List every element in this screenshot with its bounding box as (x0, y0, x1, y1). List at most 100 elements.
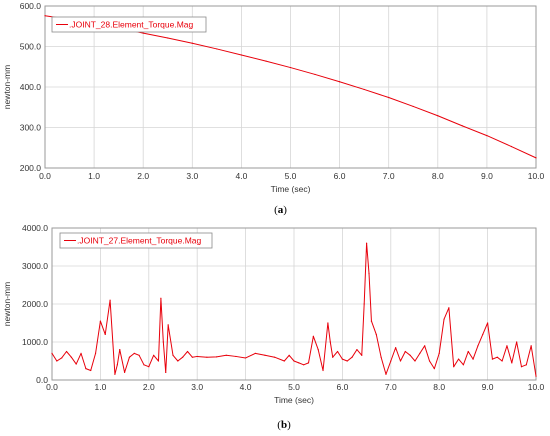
caption-letter: a (278, 204, 284, 216)
data-point (511, 362, 513, 364)
x-axis-title: Time (sec) (271, 184, 311, 194)
data-point (399, 360, 402, 362)
data-point (124, 371, 126, 373)
data-point (525, 364, 527, 366)
x-tick-label: 10.0 (528, 382, 545, 392)
figure-caption: (a) (274, 204, 287, 216)
y-tick-label: 4000.0 (22, 223, 48, 233)
data-point (119, 349, 121, 351)
data-point (109, 299, 111, 301)
data-point (186, 350, 189, 353)
data-point (51, 352, 53, 354)
caption-close: ) (283, 204, 287, 216)
data-point (438, 352, 440, 354)
data-point (327, 322, 329, 324)
data-point (298, 362, 300, 364)
x-tick-label: 0.0 (39, 171, 51, 181)
data-point (245, 357, 247, 359)
x-tick-label: 7.0 (385, 382, 397, 392)
data-point (116, 364, 118, 366)
data-point (501, 360, 503, 362)
data-point (235, 355, 237, 358)
y-axis-title: newton-mm (2, 65, 12, 109)
data-point (472, 358, 474, 360)
data-point (289, 66, 292, 69)
x-tick-label: 9.0 (482, 382, 494, 392)
data-point (254, 352, 256, 354)
caption-letter: b (281, 419, 287, 431)
y-tick-label: 200.0 (20, 163, 42, 173)
legend-label: .JOINT_27.Element_Torque.Mag (77, 236, 202, 246)
legend: .JOINT_28.Element_Torque.Mag (51, 16, 207, 33)
data-point (356, 349, 358, 351)
y-tick-label: 500.0 (20, 42, 42, 52)
data-point (191, 356, 193, 358)
data-point (491, 358, 494, 360)
data-point (448, 307, 450, 309)
x-tick-label: 8.0 (432, 171, 444, 181)
data-point (363, 303, 365, 305)
data-point (143, 364, 145, 366)
data-point (94, 352, 97, 354)
data-point (428, 360, 431, 362)
data-point (274, 356, 276, 358)
data-point (265, 60, 267, 62)
x-tick-label: 1.0 (88, 171, 100, 181)
data-point (341, 358, 343, 360)
data-point (167, 324, 169, 326)
data-point (317, 349, 319, 351)
data-point (467, 350, 469, 353)
data-point (368, 273, 370, 275)
y-tick-label: 300.0 (20, 123, 42, 133)
legend: .JOINT_27.Element_Torque.Mag (59, 232, 213, 249)
data-point (437, 115, 439, 117)
data-point (409, 354, 411, 356)
data-point (443, 318, 445, 320)
x-tick-label: 0.0 (46, 382, 58, 392)
data-point (404, 350, 406, 353)
x-tick-label: 4.0 (235, 171, 247, 181)
data-point (167, 37, 169, 39)
x-tick-label: 10.0 (528, 171, 545, 181)
data-point (56, 360, 58, 362)
data-point (162, 341, 164, 343)
data-point (457, 358, 460, 360)
data-point (293, 360, 295, 362)
x-tick-label: 1.0 (94, 382, 106, 392)
data-point (380, 356, 382, 358)
data-point (142, 32, 144, 34)
data-point (336, 350, 339, 353)
data-point (395, 347, 397, 349)
data-point (104, 333, 106, 335)
data-point (433, 368, 435, 370)
figure-caption: (b) (277, 419, 291, 431)
data-point (506, 345, 508, 347)
data-point (65, 350, 68, 353)
x-tick-label: 8.0 (433, 382, 445, 392)
data-point (487, 322, 489, 324)
data-point (390, 360, 392, 362)
data-point (520, 366, 523, 368)
plot-frame (51, 227, 537, 381)
data-point (486, 135, 488, 137)
data-point (288, 354, 290, 356)
data-point (182, 356, 184, 358)
data-point (283, 360, 285, 362)
y-axis-title: newton-mm (2, 282, 12, 326)
data-point (44, 15, 46, 17)
data-point (157, 360, 160, 362)
data-point (215, 356, 218, 358)
series-line (51, 242, 537, 377)
x-tick-label: 5.0 (285, 171, 297, 181)
data-point (530, 345, 532, 347)
x-tick-label: 4.0 (240, 382, 252, 392)
data-point (196, 355, 198, 358)
x-tick-label: 2.0 (143, 382, 155, 392)
data-point (461, 125, 463, 127)
torque-chart-a: 0.0 1.0 2.0 3.0 4.0 5.0 6.0 7.0 8.0 9.0 10.0 200.0 3… (2, 1, 545, 216)
y-tick-label: 600.0 (20, 1, 42, 11)
x-tick-label: 7.0 (383, 171, 395, 181)
data-point (453, 366, 455, 368)
legend-label: .JOINT_28.Element_Torque.Mag (69, 20, 194, 30)
x-tick-label: 3.0 (186, 171, 198, 181)
